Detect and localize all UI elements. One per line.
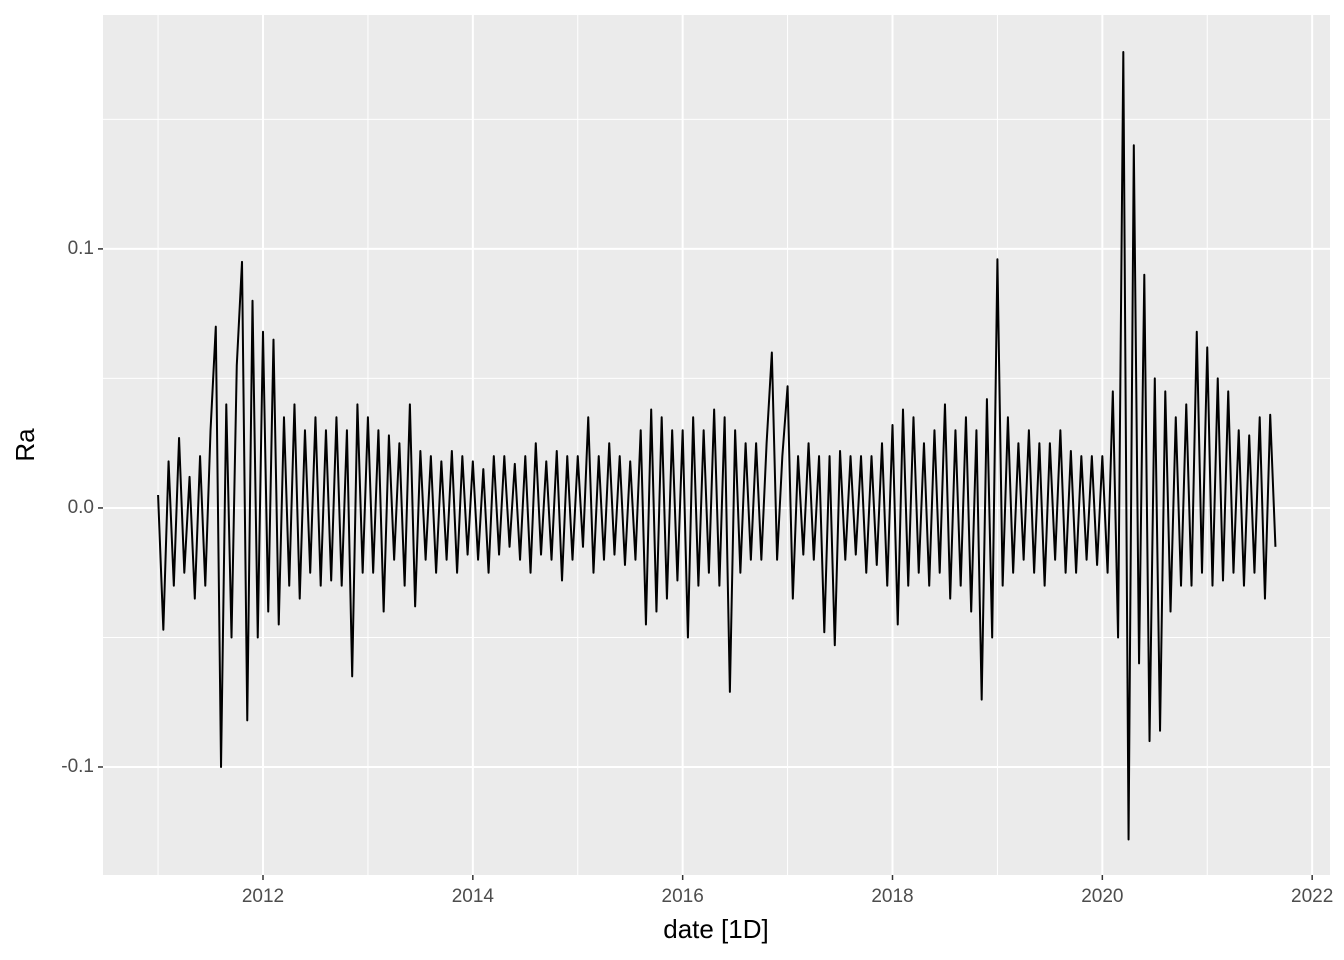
y-axis-title: Ra [10,428,40,462]
x-axis-title: date [1D] [663,914,769,944]
x-tick-label: 2022 [1291,886,1333,907]
y-tick-label: 0.0 [68,497,94,518]
x-tick-label: 2012 [242,886,284,907]
x-tick-label: 2018 [871,886,913,907]
y-tick-label: -0.1 [61,756,94,777]
x-tick-label: 2014 [452,886,495,907]
x-tick-label: 2016 [662,886,704,907]
y-tick-label: 0.1 [68,238,94,259]
x-tick-label: 2020 [1081,886,1123,907]
series-line [157,51,1277,841]
